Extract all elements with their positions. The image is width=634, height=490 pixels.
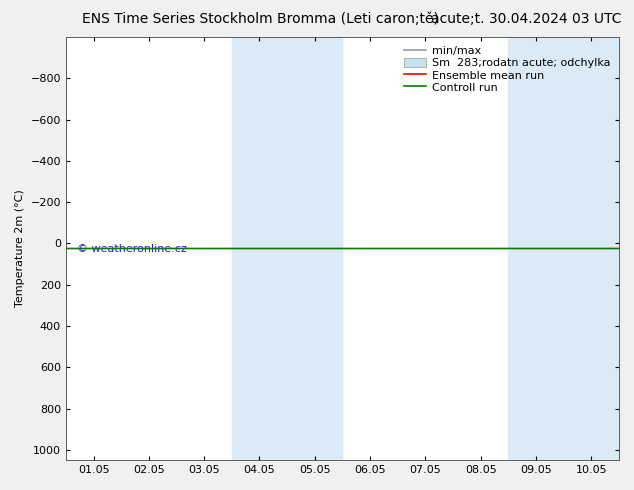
- Bar: [508, 37, 624, 460]
- Text: acute;t. 30.04.2024 03 UTC: acute;t. 30.04.2024 03 UTC: [431, 12, 621, 26]
- Legend: min/max, Sm  283;rodatn acute; odchylka, Ensemble mean run, Controll run: min/max, Sm 283;rodatn acute; odchylka, …: [401, 43, 614, 96]
- Text: ENS Time Series Stockholm Bromma (Leti caron;tě): ENS Time Series Stockholm Bromma (Leti c…: [82, 12, 439, 26]
- Text: © weatheronline.cz: © weatheronline.cz: [77, 245, 187, 254]
- Bar: [232, 37, 342, 460]
- Y-axis label: Temperature 2m (°C): Temperature 2m (°C): [15, 190, 25, 307]
